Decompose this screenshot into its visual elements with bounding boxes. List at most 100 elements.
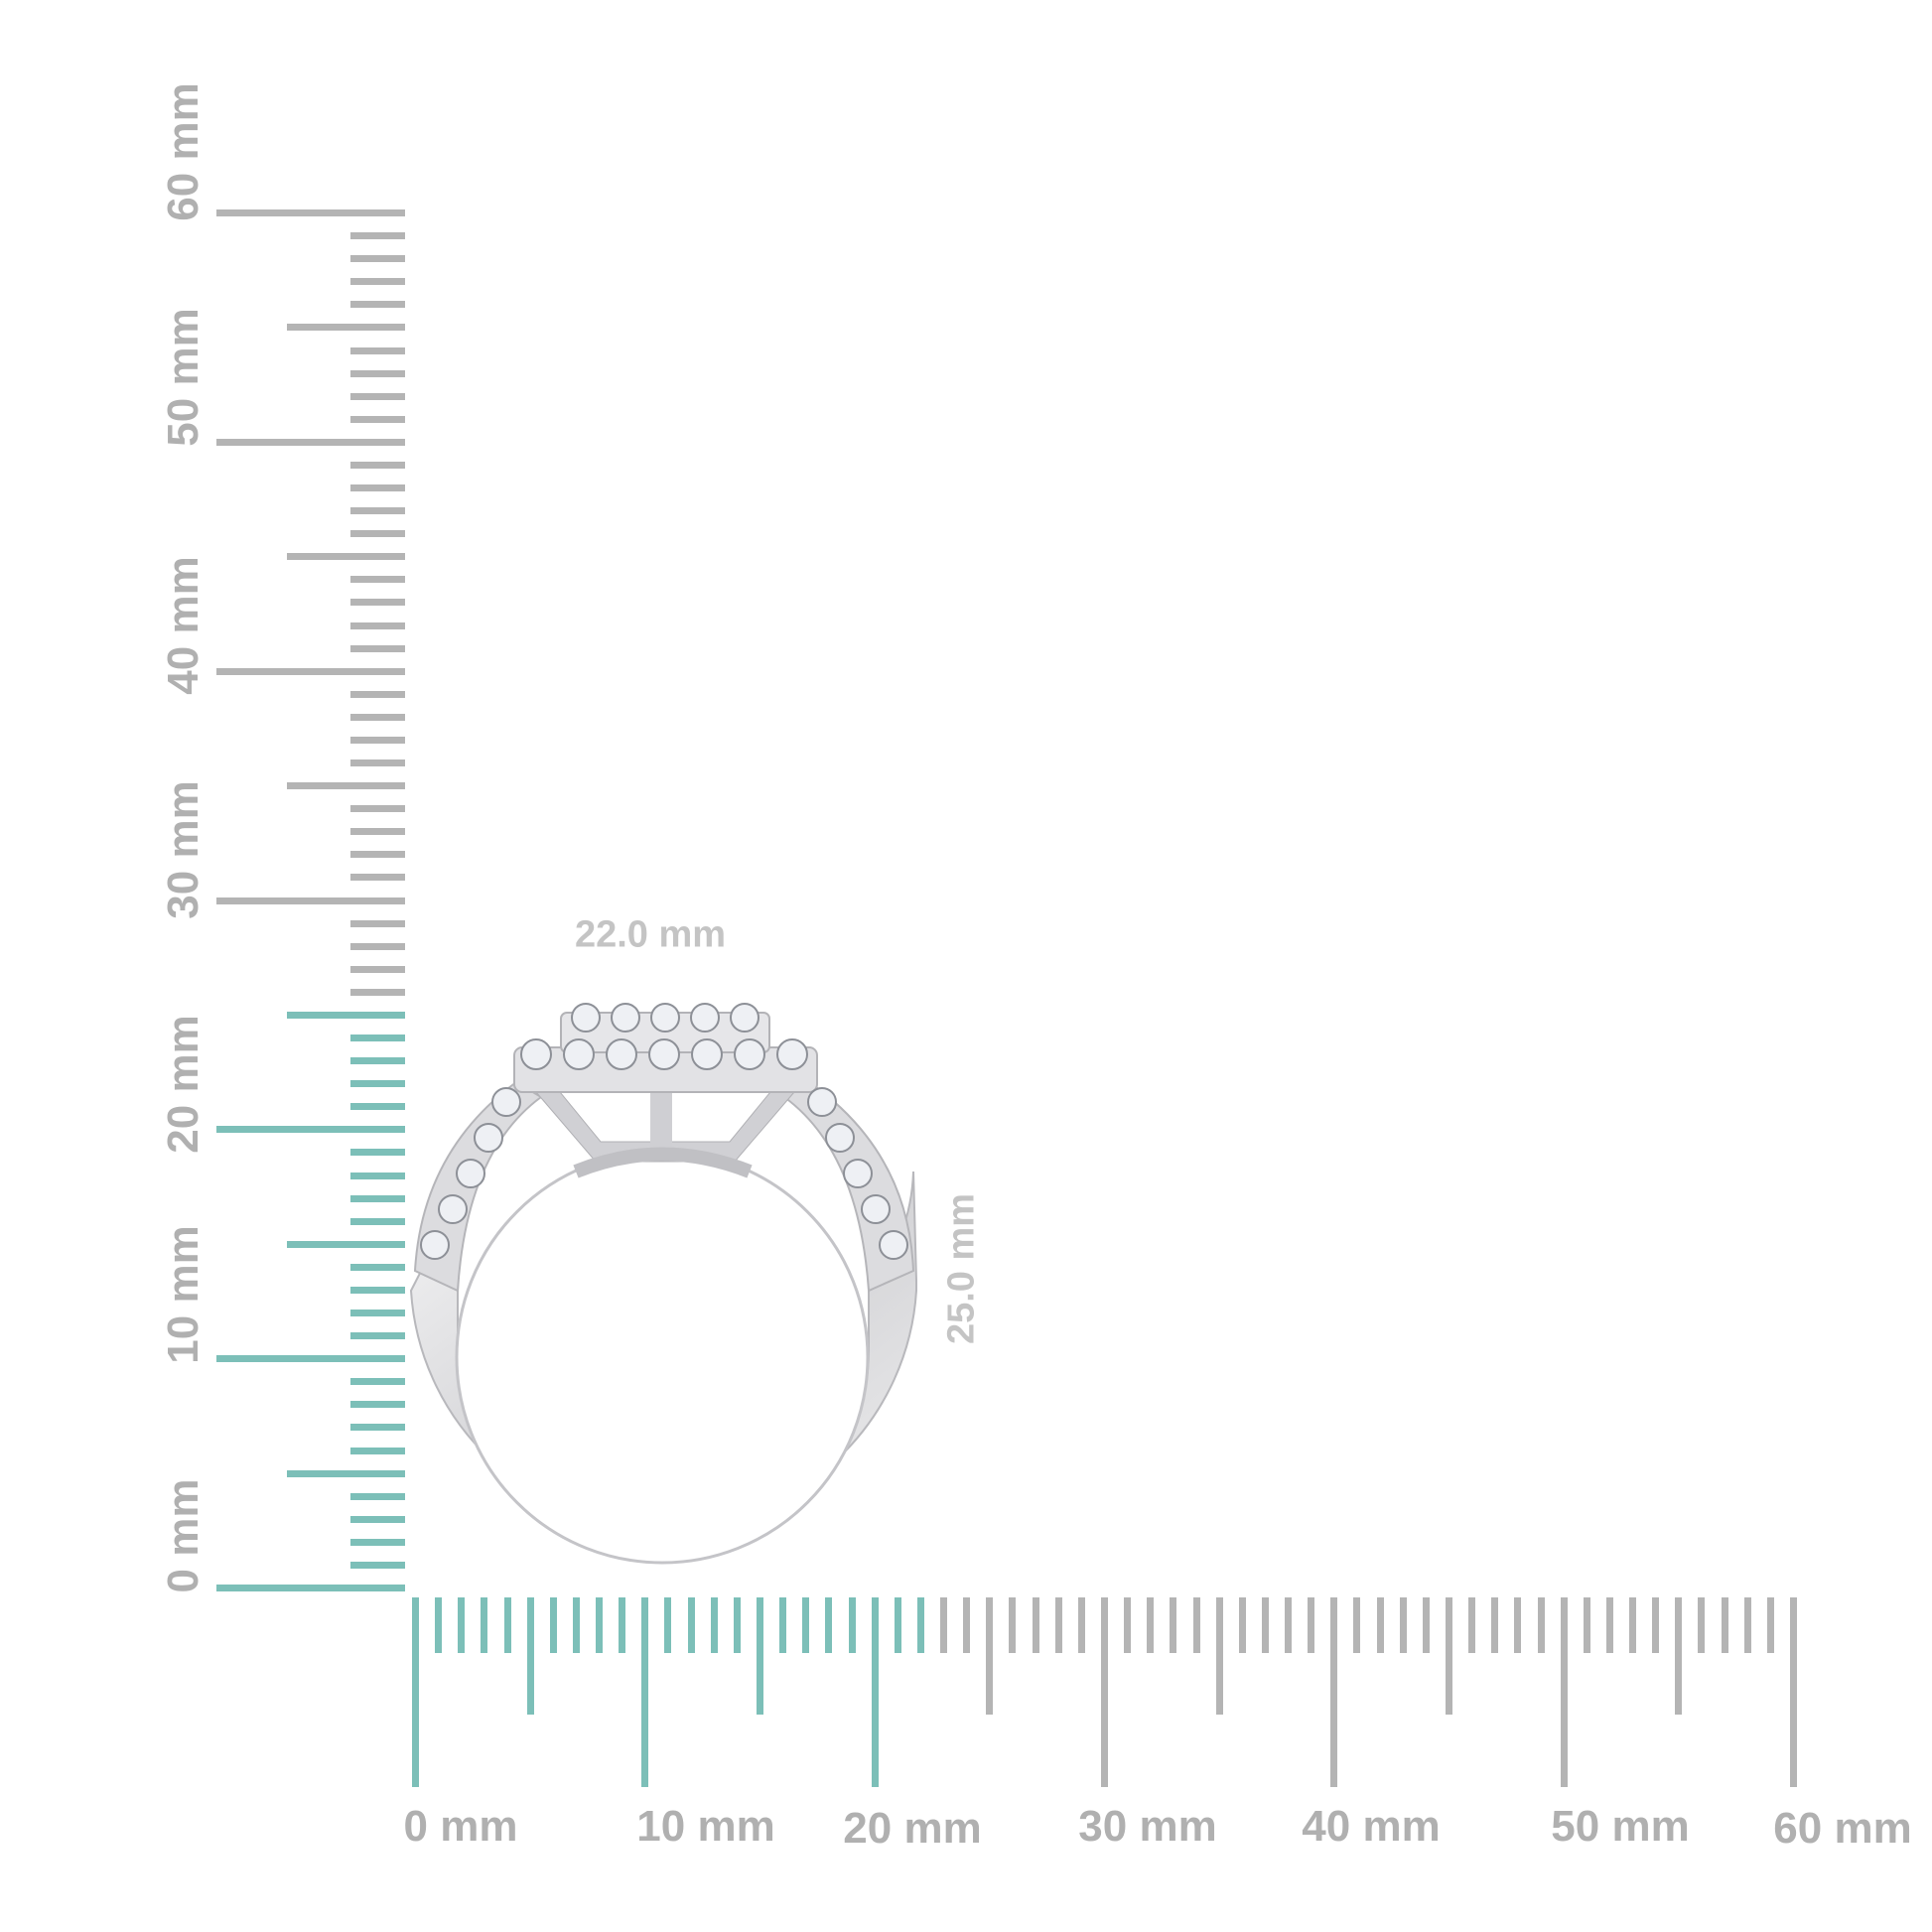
vertical-ruler-tick-15 xyxy=(287,1240,405,1248)
diamond-stone xyxy=(456,1159,485,1188)
vertical-ruler-tick-6 xyxy=(350,1447,405,1454)
horizontal-ruler-tick-22 xyxy=(916,1597,924,1653)
horizontal-ruler-tick-19 xyxy=(848,1597,856,1653)
horizontal-ruler-tick-29 xyxy=(1077,1597,1085,1653)
horizontal-ruler-tick-45 xyxy=(1446,1597,1452,1715)
horizontal-ruler-tick-33 xyxy=(1170,1597,1177,1653)
diamond-stone xyxy=(734,1038,765,1070)
vertical-ruler-tick-14 xyxy=(350,1263,405,1271)
horizontal-ruler-tick-39 xyxy=(1308,1597,1315,1653)
ring-stones xyxy=(420,1003,908,1260)
horizontal-ruler-tick-49 xyxy=(1537,1597,1545,1653)
vertical-ruler-tick-59 xyxy=(350,232,405,240)
horizontal-ruler-tick-32 xyxy=(1147,1597,1155,1653)
width-dimension-label: 22.0 mm xyxy=(574,913,727,956)
vertical-ruler-tick-26 xyxy=(350,988,405,996)
diamond-stone xyxy=(438,1194,468,1224)
vertical-ruler-tick-34 xyxy=(350,805,405,813)
vertical-ruler-tick-60 xyxy=(216,209,405,216)
vertical-ruler-tick-8 xyxy=(350,1401,405,1409)
diamond-stone xyxy=(843,1159,873,1188)
horizontal-ruler-tick-18 xyxy=(825,1597,833,1653)
horizontal-ruler-tick-4 xyxy=(503,1597,511,1653)
horizontal-ruler-tick-6 xyxy=(549,1597,557,1653)
diamond-stone xyxy=(606,1038,637,1070)
horizontal-ruler-tick-3 xyxy=(481,1597,488,1653)
diamond-stone xyxy=(776,1038,808,1070)
vertical-ruler-tick-47 xyxy=(350,507,405,515)
x-label-10: 10 mm xyxy=(636,1802,775,1851)
y-label-40: 40 mm xyxy=(159,556,207,695)
horizontal-ruler-tick-21 xyxy=(894,1597,901,1653)
horizontal-ruler-tick-9 xyxy=(619,1597,626,1653)
horizontal-ruler-tick-25 xyxy=(986,1597,994,1715)
horizontal-ruler-tick-60 xyxy=(1790,1597,1797,1787)
vertical-ruler-tick-27 xyxy=(350,965,405,973)
vertical-ruler-tick-24 xyxy=(350,1035,405,1041)
vertical-ruler-tick-51 xyxy=(350,415,405,423)
x-label-30: 30 mm xyxy=(1078,1802,1217,1851)
vertical-ruler-tick-42 xyxy=(350,621,405,629)
diamond-stone xyxy=(650,1003,680,1033)
diamond-stone xyxy=(690,1003,720,1033)
horizontal-ruler-tick-8 xyxy=(596,1597,604,1653)
vertical-ruler-tick-54 xyxy=(350,346,405,354)
y-label-10: 10 mm xyxy=(159,1225,207,1364)
horizontal-ruler-tick-13 xyxy=(710,1597,718,1653)
vertical-ruler-tick-16 xyxy=(350,1217,405,1225)
horizontal-ruler-tick-57 xyxy=(1721,1597,1728,1653)
vertical-ruler-tick-19 xyxy=(350,1149,405,1157)
vertical-ruler-tick-58 xyxy=(350,255,405,263)
vertical-ruler-tick-40 xyxy=(216,667,405,675)
vertical-ruler-tick-23 xyxy=(350,1057,405,1065)
vertical-ruler-tick-49 xyxy=(350,461,405,469)
horizontal-ruler-tick-17 xyxy=(802,1597,810,1653)
vertical-ruler-tick-18 xyxy=(350,1172,405,1179)
diamond-stone xyxy=(807,1087,837,1117)
horizontal-ruler-tick-46 xyxy=(1468,1597,1476,1653)
vertical-ruler-tick-48 xyxy=(350,484,405,491)
horizontal-ruler-tick-58 xyxy=(1743,1597,1751,1653)
horizontal-ruler-tick-59 xyxy=(1766,1597,1774,1653)
diamond-stone xyxy=(648,1038,680,1070)
diamond-stone xyxy=(474,1123,503,1153)
diamond-stone xyxy=(563,1038,595,1070)
vertical-ruler-tick-35 xyxy=(287,782,405,790)
x-label-20: 20 mm xyxy=(843,1804,982,1853)
horizontal-ruler-tick-15 xyxy=(757,1597,763,1715)
vertical-ruler-tick-57 xyxy=(350,278,405,286)
vertical-ruler-tick-30 xyxy=(216,897,405,904)
vertical-ruler-tick-37 xyxy=(350,736,405,744)
horizontal-ruler-tick-52 xyxy=(1605,1597,1613,1653)
horizontal-ruler-tick-40 xyxy=(1330,1597,1338,1787)
horizontal-ruler-tick-5 xyxy=(526,1597,534,1715)
vertical-ruler-tick-45 xyxy=(287,553,405,561)
horizontal-ruler-tick-56 xyxy=(1698,1597,1706,1653)
horizontal-ruler-tick-38 xyxy=(1285,1597,1293,1653)
horizontal-ruler-tick-31 xyxy=(1124,1597,1132,1653)
vertical-ruler-tick-13 xyxy=(350,1286,405,1294)
vertical-ruler-tick-29 xyxy=(350,919,405,927)
vertical-ruler-tick-4 xyxy=(350,1492,405,1500)
vertical-ruler-tick-20 xyxy=(216,1126,405,1134)
diamond-stone xyxy=(571,1003,601,1033)
vertical-ruler-tick-56 xyxy=(350,301,405,309)
horizontal-ruler-tick-51 xyxy=(1583,1597,1590,1653)
ring-post xyxy=(650,1087,672,1147)
horizontal-ruler-tick-14 xyxy=(733,1597,741,1653)
horizontal-ruler-tick-12 xyxy=(687,1597,695,1653)
horizontal-ruler-tick-37 xyxy=(1261,1597,1269,1653)
diamond-stone xyxy=(861,1194,891,1224)
diamond-stone xyxy=(491,1087,521,1117)
x-label-40: 40 mm xyxy=(1302,1802,1441,1851)
horizontal-ruler-tick-42 xyxy=(1376,1597,1384,1653)
vertical-ruler-tick-36 xyxy=(350,759,405,766)
vertical-ruler-tick-1 xyxy=(350,1561,405,1569)
ring-inner xyxy=(455,1150,870,1565)
diamond-stone xyxy=(520,1038,552,1070)
horizontal-ruler-tick-44 xyxy=(1422,1597,1430,1653)
vertical-ruler-tick-50 xyxy=(216,438,405,446)
horizontal-ruler-tick-53 xyxy=(1629,1597,1637,1653)
